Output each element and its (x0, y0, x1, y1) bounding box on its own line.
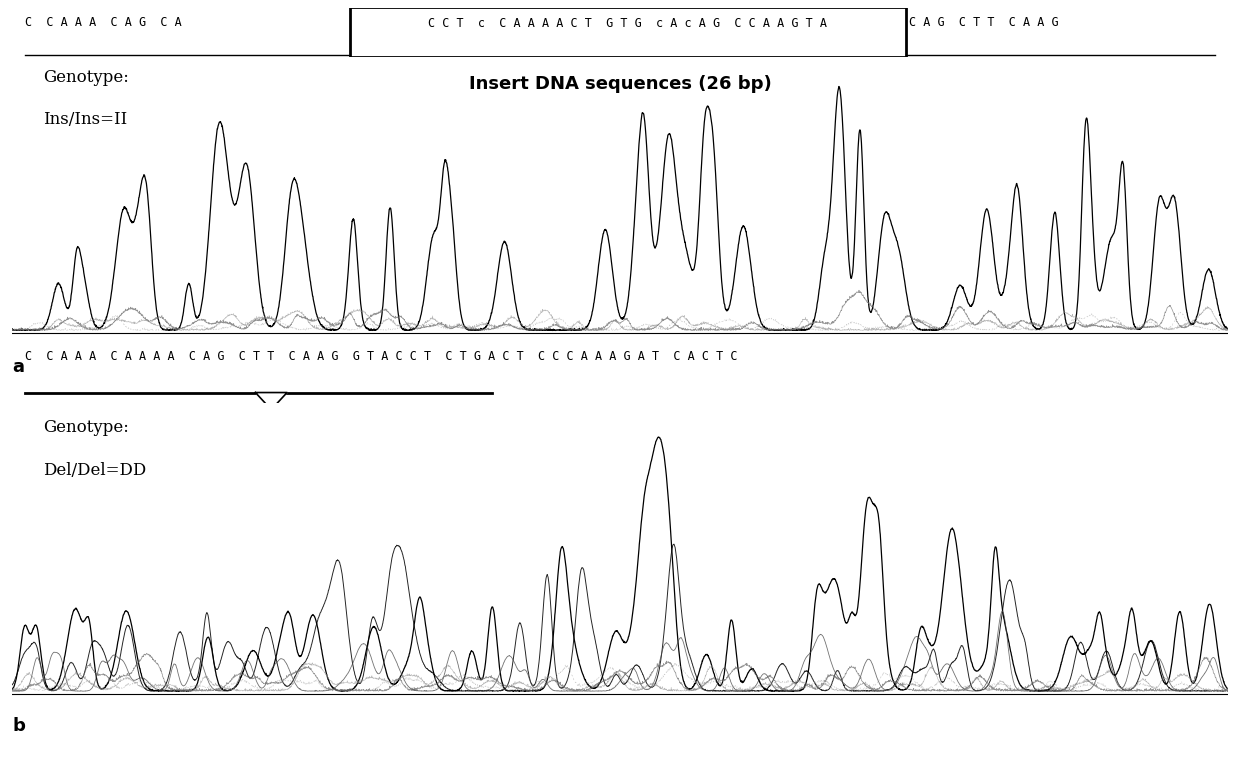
Polygon shape (255, 392, 286, 410)
Text: C A G  C T T  C A A G: C A G C T T C A A G (909, 16, 1059, 29)
Text: C  C A A A  C A A A A  C A G  C T T  C A A G  G T A C C T  C T G A C T  C C C A : C C A A A C A A A A C A G C T T C A A G … (25, 350, 737, 363)
Text: Ins/Ins=II: Ins/Ins=II (42, 111, 126, 128)
Text: Genotype:: Genotype: (42, 419, 129, 436)
Text: b: b (12, 717, 25, 734)
FancyBboxPatch shape (350, 8, 905, 57)
Text: C C T  c  C A A A A C T  G T G  c A c A G  C C A A G T A: C C T c C A A A A C T G T G c A c A G C … (428, 17, 827, 30)
Text: C  C A A A  C A G  C A: C C A A A C A G C A (25, 16, 181, 29)
Text: Del/Del=DD: Del/Del=DD (42, 462, 146, 480)
Text: a: a (12, 358, 25, 375)
Text: Genotype:: Genotype: (42, 69, 129, 86)
Text: Insert DNA sequences (26 bp): Insert DNA sequences (26 bp) (469, 75, 771, 93)
